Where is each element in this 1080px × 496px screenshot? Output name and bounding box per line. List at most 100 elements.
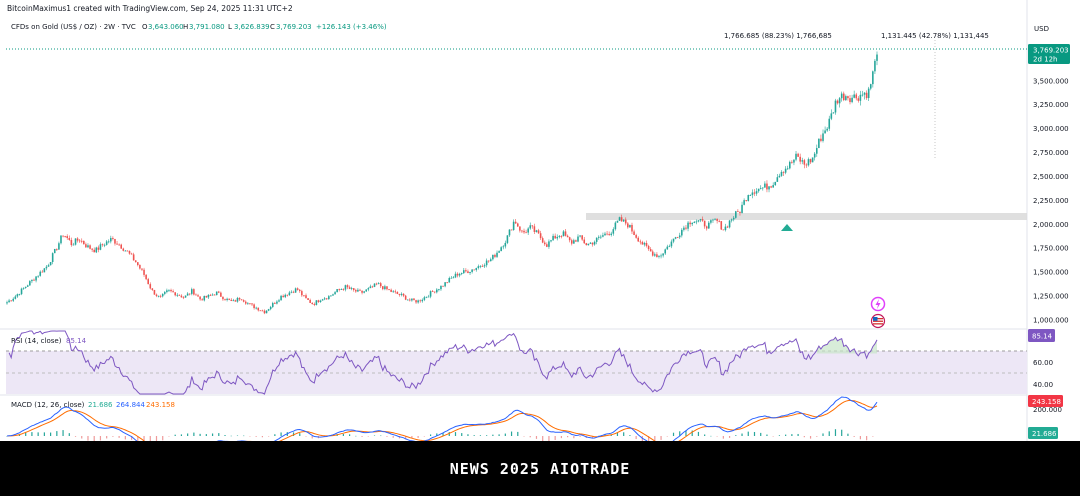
candle-body[interactable] [681, 229, 683, 236]
candle-body[interactable] [400, 293, 403, 295]
candle-body[interactable] [701, 219, 704, 221]
candle-body[interactable] [323, 298, 326, 300]
candle-body[interactable] [47, 265, 50, 267]
candle-body[interactable] [533, 226, 536, 232]
candle-body[interactable] [737, 211, 739, 213]
resistance-zone[interactable] [586, 213, 1027, 220]
candle-body[interactable] [16, 294, 19, 297]
candle-body[interactable] [514, 221, 517, 224]
candle-body[interactable] [801, 160, 804, 162]
candle-body[interactable] [874, 60, 876, 72]
candle-body[interactable] [832, 112, 835, 114]
candle-body[interactable] [772, 185, 774, 188]
candle-body[interactable] [562, 231, 565, 237]
candle-body[interactable] [539, 233, 542, 239]
candle-body[interactable] [793, 159, 795, 163]
lightning-icon[interactable] [870, 296, 886, 312]
candle-body[interactable] [583, 239, 586, 244]
candle-body[interactable] [155, 294, 158, 296]
candle-body[interactable] [552, 235, 554, 241]
candle-body[interactable] [8, 300, 10, 303]
candle-body[interactable] [352, 288, 355, 291]
candle-body[interactable] [487, 260, 490, 262]
candle-body[interactable] [294, 288, 297, 293]
candle-body[interactable] [207, 294, 210, 298]
candle-body[interactable] [672, 238, 675, 242]
candle-body[interactable] [757, 188, 760, 192]
chart-svg[interactable]: 1,000.000 1,250.000 1,500.000 1,750.000 2,00… [0, 0, 1080, 441]
candle-body[interactable] [41, 271, 44, 273]
candle-body[interactable] [496, 252, 498, 257]
candle-body[interactable] [116, 243, 118, 245]
candle-body[interactable] [840, 93, 843, 99]
candle-body[interactable] [373, 283, 376, 287]
candle-body[interactable] [805, 164, 808, 166]
candle-body[interactable] [26, 285, 29, 287]
candle-body[interactable] [60, 235, 62, 244]
candle-body[interactable] [525, 232, 527, 234]
candle-body[interactable] [469, 271, 471, 274]
candle-body[interactable] [519, 226, 521, 231]
candle-body[interactable] [450, 277, 453, 279]
candle-body[interactable] [558, 236, 561, 237]
candle-body[interactable] [815, 148, 818, 154]
candle-body[interactable] [303, 295, 305, 297]
candle-body[interactable] [656, 254, 658, 257]
candle-body[interactable] [761, 187, 764, 189]
candle-body[interactable] [153, 290, 156, 295]
candle-body[interactable] [159, 295, 162, 297]
candle-body[interactable] [355, 290, 357, 292]
candle-body[interactable] [828, 118, 831, 129]
chart-area[interactable]: 1,000.000 1,250.000 1,500.000 1,750.000 2,00… [0, 0, 1080, 441]
candle-body[interactable] [597, 236, 600, 238]
candle-body[interactable] [477, 266, 480, 269]
candle-body[interactable] [446, 282, 448, 284]
candle-body[interactable] [697, 220, 700, 222]
candle-body[interactable] [456, 273, 459, 276]
candle-body[interactable] [288, 292, 291, 296]
candle-body[interactable] [12, 298, 15, 301]
candle-body[interactable] [382, 286, 384, 290]
candle-body[interactable] [120, 244, 123, 249]
candle-body[interactable] [134, 260, 137, 263]
candle-body[interactable] [276, 301, 278, 304]
candle-body[interactable] [371, 286, 374, 288]
candle-body[interactable] [678, 235, 681, 238]
candle-body[interactable] [811, 157, 814, 163]
candle-body[interactable] [645, 242, 648, 246]
candle-body[interactable] [637, 237, 640, 242]
candle-body[interactable] [64, 236, 66, 237]
candle-body[interactable] [417, 300, 419, 303]
candle-body[interactable] [282, 295, 284, 298]
candle-body[interactable] [49, 261, 52, 266]
candle-body[interactable] [458, 273, 461, 276]
candle-body[interactable] [45, 266, 48, 269]
candle-body[interactable] [662, 253, 664, 256]
candle-body[interactable] [460, 273, 463, 274]
candle-body[interactable] [838, 98, 841, 104]
up-triangle-marker[interactable] [781, 224, 793, 231]
candle-body[interactable] [647, 245, 650, 250]
candle-body[interactable] [541, 238, 544, 243]
candle-body[interactable] [523, 230, 525, 233]
candle-body[interactable] [618, 217, 621, 221]
candle-body[interactable] [85, 244, 87, 248]
candle-body[interactable] [788, 161, 791, 169]
candle-body[interactable] [481, 265, 484, 267]
candle-body[interactable] [751, 192, 754, 196]
candle-body[interactable] [319, 300, 322, 302]
candle-body[interactable] [836, 100, 839, 104]
candle-body[interactable] [627, 223, 629, 228]
candle-body[interactable] [465, 270, 467, 272]
candle-body[interactable] [431, 291, 434, 292]
candle-body[interactable] [379, 283, 382, 287]
candle-body[interactable] [512, 221, 515, 231]
candle-body[interactable] [222, 296, 224, 300]
candle-body[interactable] [91, 248, 93, 250]
candle-body[interactable] [452, 277, 455, 279]
candle-body[interactable] [664, 249, 667, 254]
candle-body[interactable] [820, 138, 822, 141]
candle-body[interactable] [660, 255, 662, 257]
candle-body[interactable] [849, 98, 851, 103]
candle-body[interactable] [325, 298, 328, 300]
